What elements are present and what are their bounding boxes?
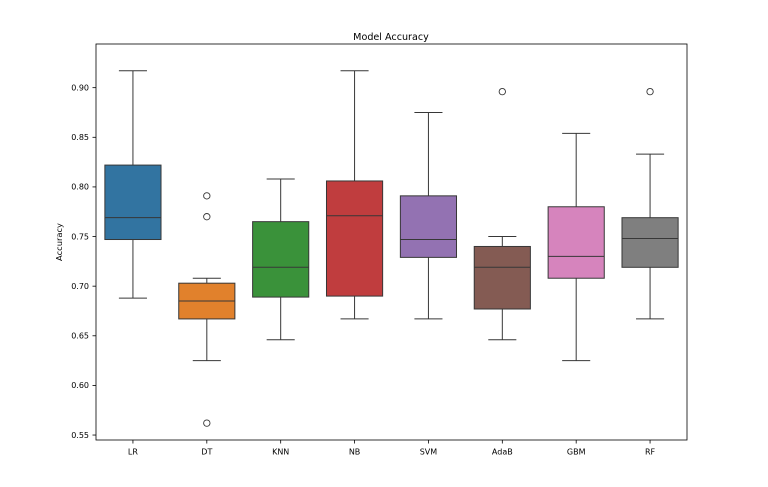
y-tick-label: 0.80 bbox=[71, 183, 89, 192]
x-tick-label-SVM: SVM bbox=[420, 448, 438, 457]
box-LR bbox=[104, 164, 162, 241]
y-tick-label: 0.90 bbox=[71, 83, 89, 92]
x-tick-label-GBM: GBM bbox=[567, 448, 586, 457]
outlier-DT bbox=[203, 213, 211, 221]
axes-frame bbox=[95, 43, 688, 441]
x-tick-label-DT: DT bbox=[201, 448, 212, 457]
x-tick-label-NB: NB bbox=[349, 448, 360, 457]
y-tick-label: 0.85 bbox=[71, 133, 89, 142]
y-tick-label: 0.60 bbox=[71, 381, 89, 390]
x-tick-label-KNN: KNN bbox=[272, 448, 289, 457]
box-SVM bbox=[399, 195, 458, 258]
x-tick-label-AdaB: AdaB bbox=[492, 448, 513, 457]
y-tick-label: 0.55 bbox=[71, 431, 89, 440]
outlier-DT bbox=[203, 192, 211, 200]
y-tick-label: 0.75 bbox=[71, 232, 89, 241]
box-KNN bbox=[252, 221, 310, 298]
x-tick-label-LR: LR bbox=[128, 448, 138, 457]
box-NB bbox=[325, 180, 384, 297]
plot-area: 0.55 0.60 0.65 0.70 0.75 0.80 0.85 0.90 LR DT KNN N… bbox=[71, 43, 688, 457]
box-RF bbox=[621, 217, 679, 268]
outlier-RF bbox=[646, 87, 654, 96]
y-tick-label: 0.70 bbox=[71, 282, 89, 291]
box-AdaB bbox=[473, 245, 531, 310]
outlier-DT bbox=[203, 419, 211, 427]
y-tick-label: 0.65 bbox=[71, 332, 89, 341]
outlier-AdaB bbox=[498, 87, 506, 96]
y-axis-label: Accuracy bbox=[54, 223, 64, 261]
chart-title: Model Accuracy bbox=[353, 32, 429, 43]
box-GBM bbox=[547, 206, 605, 279]
x-tick-label-RF: RF bbox=[645, 448, 656, 457]
